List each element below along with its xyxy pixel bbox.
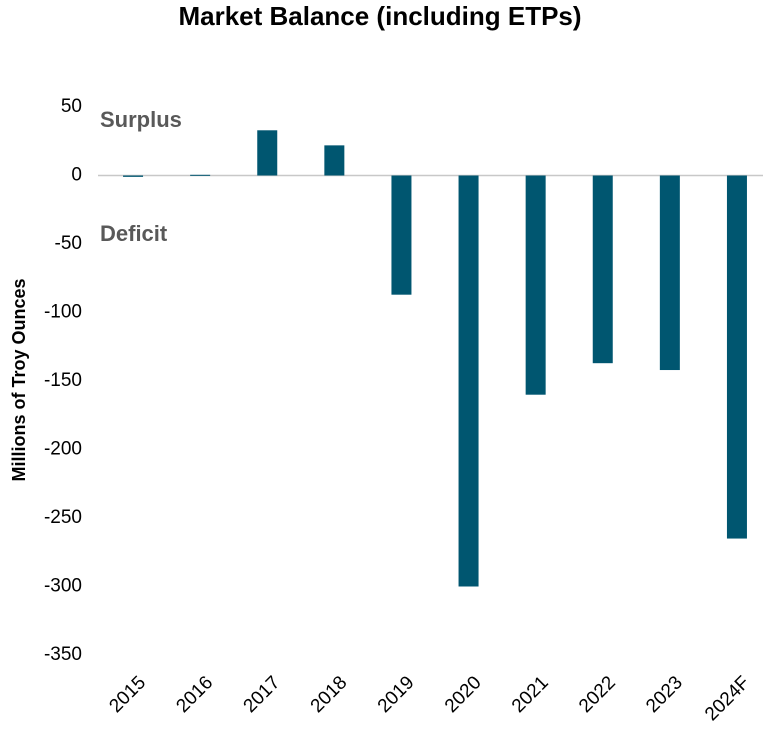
bar <box>257 130 278 176</box>
annotation: Surplus <box>100 107 182 132</box>
bar <box>458 175 479 587</box>
annotation: Deficit <box>100 221 168 246</box>
bar <box>190 174 211 176</box>
x-tick-label: 2023 <box>642 672 687 717</box>
bar <box>659 175 680 371</box>
bar <box>324 145 345 176</box>
x-tick-label: 2021 <box>508 672 553 717</box>
x-tick-label: 2024F <box>701 672 754 725</box>
x-tick-label: 2020 <box>441 672 486 717</box>
x-tick-label: 2019 <box>374 672 419 717</box>
y-tick-label: -50 <box>55 233 82 254</box>
chart-title: Market Balance (including ETPs) <box>178 1 581 31</box>
y-tick-label: 0 <box>71 165 82 186</box>
x-tick-label: 2022 <box>575 672 620 717</box>
x-tick-label: 2017 <box>240 672 285 717</box>
y-tick-label: -200 <box>44 439 82 460</box>
y-tick-label: -350 <box>44 644 82 665</box>
bar <box>726 175 747 539</box>
bar <box>123 175 144 177</box>
x-tick-label: 2016 <box>172 672 217 717</box>
y-tick-label: -300 <box>44 576 82 597</box>
y-tick-label: 50 <box>61 96 82 117</box>
y-tick-label: -100 <box>44 302 82 323</box>
x-tick-label: 2015 <box>105 672 150 717</box>
y-axis-label: Millions of Troy Ounces <box>9 278 29 481</box>
bar <box>391 175 412 295</box>
y-tick-label: -250 <box>44 507 82 528</box>
y-tick-label: -150 <box>44 370 82 391</box>
bar <box>525 175 546 395</box>
bar <box>592 175 613 364</box>
x-tick-label: 2018 <box>307 672 352 717</box>
